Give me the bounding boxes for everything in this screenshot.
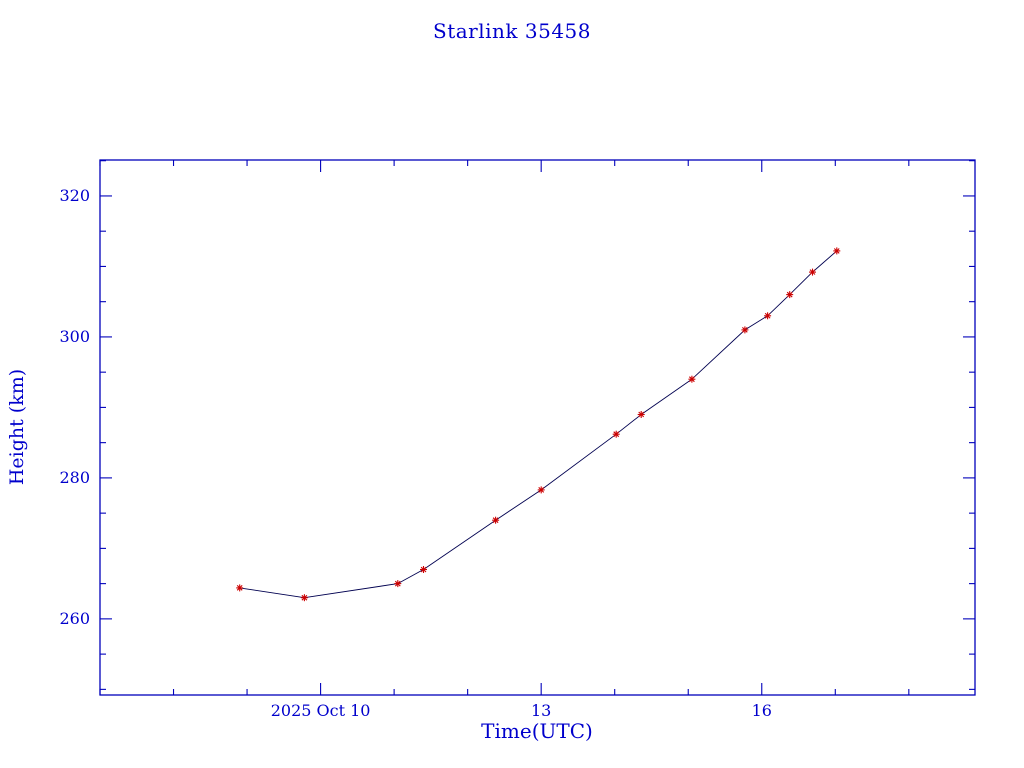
data-point-marker (637, 411, 645, 418)
y-axis-label: Height (km) (6, 368, 28, 486)
data-point-marker (394, 580, 402, 588)
data-point-marker (300, 594, 308, 602)
data-point-marker (764, 312, 772, 320)
data-point-marker (612, 430, 620, 438)
data-point-marker (741, 326, 749, 334)
y-tick-label: 300 (59, 327, 90, 346)
data-point-marker (786, 291, 794, 299)
data-point-marker (420, 566, 427, 573)
data-point-marker (833, 247, 841, 255)
chart-title: Starlink 35458 (433, 19, 591, 43)
data-point-marker (236, 584, 244, 592)
data-point-marker (688, 375, 696, 383)
data-line (239, 250, 838, 599)
data-point-marker (809, 268, 816, 276)
x-axis-label: Time(UTC) (481, 719, 593, 743)
x-tick-label: 13 (531, 701, 551, 720)
y-tick-label: 320 (59, 186, 90, 205)
y-tick-label: 260 (59, 609, 90, 628)
y-tick-label: 280 (59, 468, 90, 487)
axis-frame (99, 159, 976, 696)
x-tick-label: 2025 Oct 10 (271, 701, 371, 720)
x-tick-label: 16 (752, 701, 772, 720)
data-point-marker (537, 486, 545, 494)
data-point-marker (492, 516, 500, 524)
